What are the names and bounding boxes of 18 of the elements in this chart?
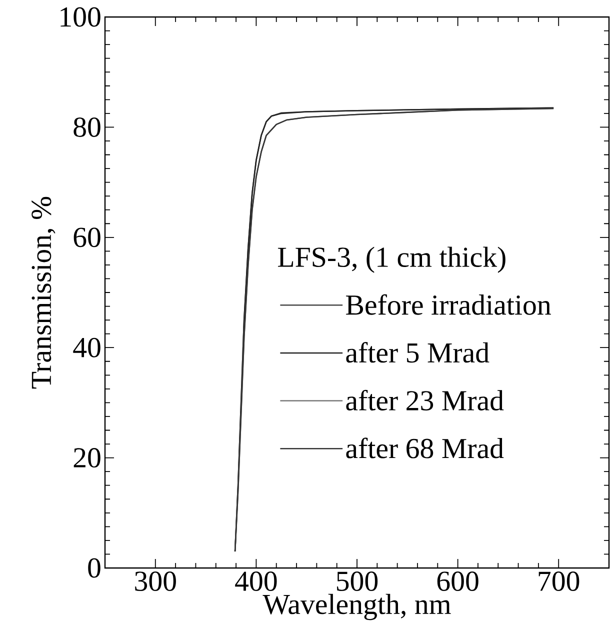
y-tick-label: 80 — [74, 117, 100, 137]
legend-label: after 68 Mrad — [346, 438, 504, 458]
legend-label: Before irradiation — [346, 294, 551, 315]
x-tick-label: 500 — [337, 572, 378, 592]
y-axis-title: Transmission, % — [32, 196, 56, 389]
legend-title: LFS-3, (1 cm thick) — [278, 246, 506, 273]
y-tick-label: 40 — [73, 338, 100, 358]
y-tick-label: 20 — [74, 448, 100, 468]
legend-label: after 5 Mrad — [346, 342, 490, 363]
x-tick-label: 700 — [538, 572, 580, 592]
y-tick-label: 0 — [88, 558, 100, 578]
y-tick-label: 100 — [60, 7, 100, 27]
legend-label: after 23 Mrad — [346, 390, 504, 410]
x-axis-title: Wavelength, nm — [262, 594, 451, 620]
y-tick-label: 60 — [74, 228, 100, 248]
x-tick-label: 300 — [135, 572, 176, 592]
x-tick-label: 600 — [437, 572, 478, 592]
x-tick-label: 400 — [235, 572, 277, 592]
